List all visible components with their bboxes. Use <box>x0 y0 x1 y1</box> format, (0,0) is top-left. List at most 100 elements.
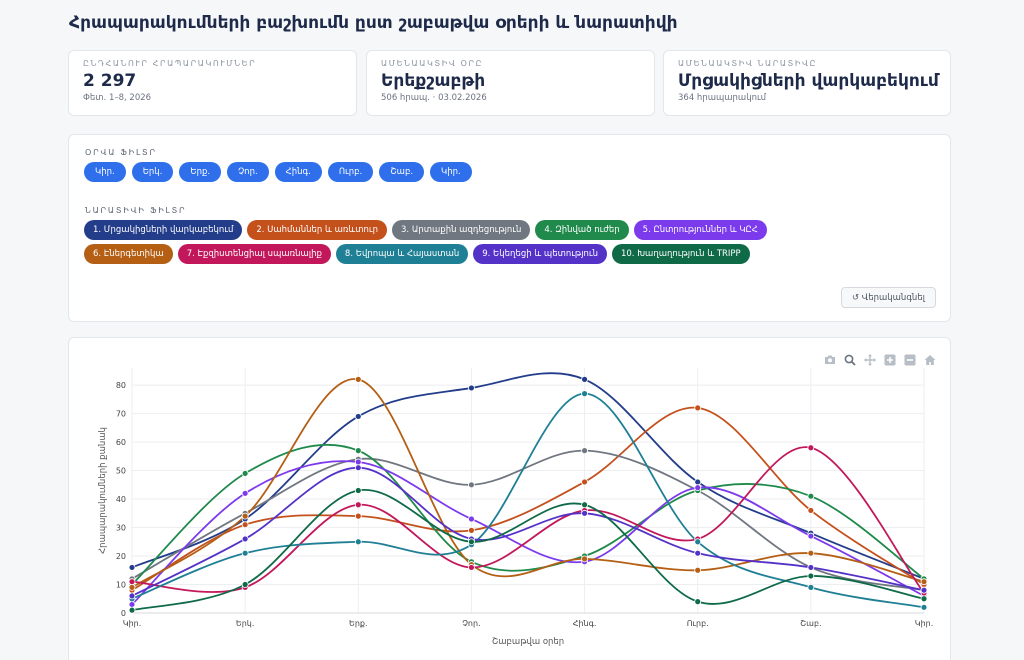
series-4-point[interactable] <box>241 470 249 477</box>
narrative-pill-3[interactable]: 3. Արտաքին ազդեցություն <box>392 220 531 240</box>
day-pill-thu[interactable]: Հինգ. <box>274 162 322 182</box>
day-pill-wed[interactable]: Չոր. <box>227 162 269 182</box>
camera-icon[interactable] <box>823 353 836 366</box>
day-pill-sun-2[interactable]: Կիր. <box>430 162 472 182</box>
series-10-point[interactable] <box>468 538 475 546</box>
series-5-point[interactable] <box>694 484 702 492</box>
series-7-point[interactable] <box>354 501 362 509</box>
series-2-point[interactable] <box>241 521 249 529</box>
narrative-pill-1[interactable]: 1. Մրցակիցների վարկաբեկում <box>84 220 243 240</box>
narrative-pill-2[interactable]: 2. Սահմաններ և առևտուր <box>247 220 388 240</box>
series-4-point[interactable] <box>354 447 362 455</box>
chart-lines <box>131 372 925 612</box>
series-8-point[interactable] <box>694 538 702 546</box>
series-9-point[interactable] <box>694 549 702 557</box>
y-tick-label: 60 <box>116 438 126 447</box>
series-10-point[interactable] <box>241 581 249 588</box>
series-9-point[interactable] <box>241 535 249 543</box>
narrative-pill-4[interactable]: 4. Զինված ուժեր <box>535 220 629 240</box>
series-10-point[interactable] <box>354 487 362 494</box>
series-4-point[interactable] <box>807 492 815 500</box>
series-10-point[interactable] <box>128 606 136 614</box>
series-line-9[interactable] <box>131 466 925 597</box>
stat-label: ԱՄԵՆԱԱԿՏԻՎ ՆԱՐԱՏԻՎԸ <box>678 59 818 68</box>
day-pill-sun[interactable]: Կիր. <box>84 162 126 182</box>
zoom-icon[interactable] <box>843 353 856 366</box>
series-8-point[interactable] <box>354 538 362 546</box>
series-10-point[interactable] <box>581 501 588 509</box>
series-9-point[interactable] <box>807 564 815 571</box>
series-5-point[interactable] <box>468 515 475 523</box>
series-10-point[interactable] <box>807 572 815 580</box>
chart-points <box>128 375 928 614</box>
day-pill-mon[interactable]: Երկ. <box>131 162 174 182</box>
series-6-point[interactable] <box>354 375 362 383</box>
series-5-point[interactable] <box>807 532 815 540</box>
series-9-point[interactable] <box>128 592 136 600</box>
x-tick-label: Շաբ. <box>800 619 821 628</box>
series-line-10[interactable] <box>131 489 925 612</box>
zoom-out-icon[interactable] <box>903 353 916 366</box>
day-pill-fri[interactable]: Ուրբ. <box>327 162 374 182</box>
y-axis-title: Հրապարակումների քանակ <box>98 427 108 554</box>
y-tick-label: 80 <box>116 381 126 390</box>
narrative-pill-5[interactable]: 5. Ընտրություններ և ԿԸՀ <box>633 220 767 240</box>
stat-card-total: ԸՆԴՀԱՆՈՒՐ ՀՐԱՊԱՐԱԿՈՒՄՆԵՐ 2 297 Փետ. 1–8,… <box>68 50 357 116</box>
zoom-in-icon[interactable] <box>883 353 896 366</box>
series-line-6[interactable] <box>131 378 925 589</box>
day-filter-label: ՕՐՎԱ ՖԻԼՏՐ <box>85 148 157 157</box>
narrative-pill-9[interactable]: 9. Եկեղեցի և պետություն <box>473 244 607 264</box>
series-10-point[interactable] <box>694 598 702 606</box>
reset-button[interactable]: ↺ Վերականգնել <box>840 287 936 308</box>
series-6-point[interactable] <box>128 583 136 591</box>
series-6-point[interactable] <box>241 512 249 520</box>
series-10-point[interactable] <box>920 595 928 603</box>
x-tick-label: Հինգ. <box>573 619 597 628</box>
series-9-point[interactable] <box>581 509 588 517</box>
series-6-point[interactable] <box>807 549 815 557</box>
series-1-point[interactable] <box>468 384 475 392</box>
day-pill-sat[interactable]: Շաբ. <box>379 162 425 182</box>
series-line-1[interactable] <box>131 372 925 580</box>
series-1-point[interactable] <box>694 478 702 486</box>
series-3-point[interactable] <box>581 447 588 455</box>
series-6-point[interactable] <box>694 566 702 574</box>
series-1-point[interactable] <box>581 375 588 383</box>
series-8-point[interactable] <box>241 549 249 557</box>
series-2-point[interactable] <box>694 404 702 412</box>
series-2-point[interactable] <box>807 507 815 514</box>
series-7-point[interactable] <box>807 444 815 452</box>
narrative-pill-7[interactable]: 7. Էքզիստենցիալ սպառնալիք <box>177 244 331 264</box>
series-6-point[interactable] <box>920 578 928 586</box>
series-2-point[interactable] <box>468 526 475 534</box>
series-9-point[interactable] <box>354 464 362 472</box>
series-line-8[interactable] <box>131 392 925 609</box>
series-8-point[interactable] <box>920 603 928 611</box>
series-1-point[interactable] <box>128 564 136 571</box>
series-7-point[interactable] <box>128 578 136 586</box>
series-line-4[interactable] <box>131 443 925 586</box>
series-line-5[interactable] <box>131 460 925 606</box>
series-8-point[interactable] <box>581 390 588 398</box>
line-chart[interactable]: 0 10 20 30 40 50 60 70 80 Կիր. Երկ. Երք. Չոր. Հինգ. Ու… <box>69 338 952 660</box>
series-5-point[interactable] <box>354 458 362 466</box>
series-5-point[interactable] <box>241 489 249 497</box>
home-icon[interactable] <box>923 353 936 366</box>
narrative-pill-10[interactable]: 10. Խաղաղություն և TRIPP <box>611 244 750 264</box>
series-line-2[interactable] <box>131 406 925 591</box>
series-8-point[interactable] <box>807 583 815 591</box>
series-1-point[interactable] <box>354 413 362 420</box>
series-7-point[interactable] <box>468 564 475 571</box>
series-3-point[interactable] <box>468 481 475 489</box>
narrative-pill-6[interactable]: 6. Էներգետիկա <box>84 244 173 264</box>
narrative-filter-label: ՆԱՐԱՏԻՎԻ ՖԻԼՏՐ <box>85 206 187 215</box>
series-5-point[interactable] <box>128 601 136 608</box>
pan-icon[interactable] <box>863 353 876 366</box>
series-2-point[interactable] <box>581 478 588 486</box>
series-2-point[interactable] <box>354 512 362 520</box>
y-tick-label: 50 <box>116 467 126 476</box>
series-6-point[interactable] <box>581 555 588 563</box>
narrative-pill-8[interactable]: 8. Եվրոպա և Հայաստան <box>335 244 469 264</box>
day-pill-tue[interactable]: Երք. <box>179 162 222 182</box>
series-9-point[interactable] <box>920 586 928 594</box>
